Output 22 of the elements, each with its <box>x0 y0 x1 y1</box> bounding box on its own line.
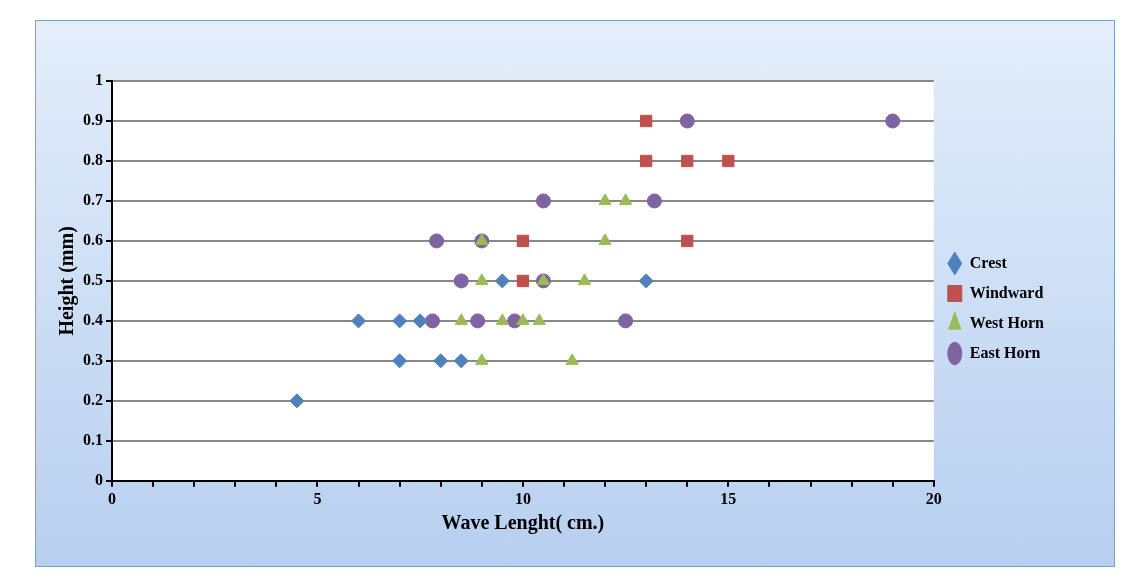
y-tick-label: 0.3 <box>83 351 103 368</box>
legend-label: East Horn <box>969 343 1041 361</box>
x-tick-label: 5 <box>313 489 322 507</box>
legend-label: Crest <box>969 253 1008 271</box>
x-tick-label: 15 <box>720 489 737 507</box>
y-tick-label: 0.4 <box>83 311 103 329</box>
x-axis-title: Wave Lenght( cm.) <box>441 511 605 535</box>
y-axis-title: Height (mm) <box>55 226 79 336</box>
y-tick-label: 0.2 <box>83 390 103 408</box>
y-tick-label: 1 <box>95 71 103 89</box>
legend-label: Windward <box>969 283 1044 301</box>
y-tick-label: 0.6 <box>83 231 103 249</box>
x-tick-label: 0 <box>108 489 116 507</box>
y-tick-label: 0.7 <box>83 191 103 209</box>
x-tick-label: 10 <box>514 489 531 507</box>
y-tick-label: 0 <box>95 470 103 488</box>
y-tick-label: 0.1 <box>83 430 103 448</box>
x-tick-label: 20 <box>925 489 942 507</box>
y-tick-label: 0.8 <box>83 151 103 169</box>
y-tick-label: 0.5 <box>83 271 103 289</box>
legend-label: West Horn <box>969 313 1045 331</box>
y-tick-label: 0.9 <box>83 111 103 129</box>
